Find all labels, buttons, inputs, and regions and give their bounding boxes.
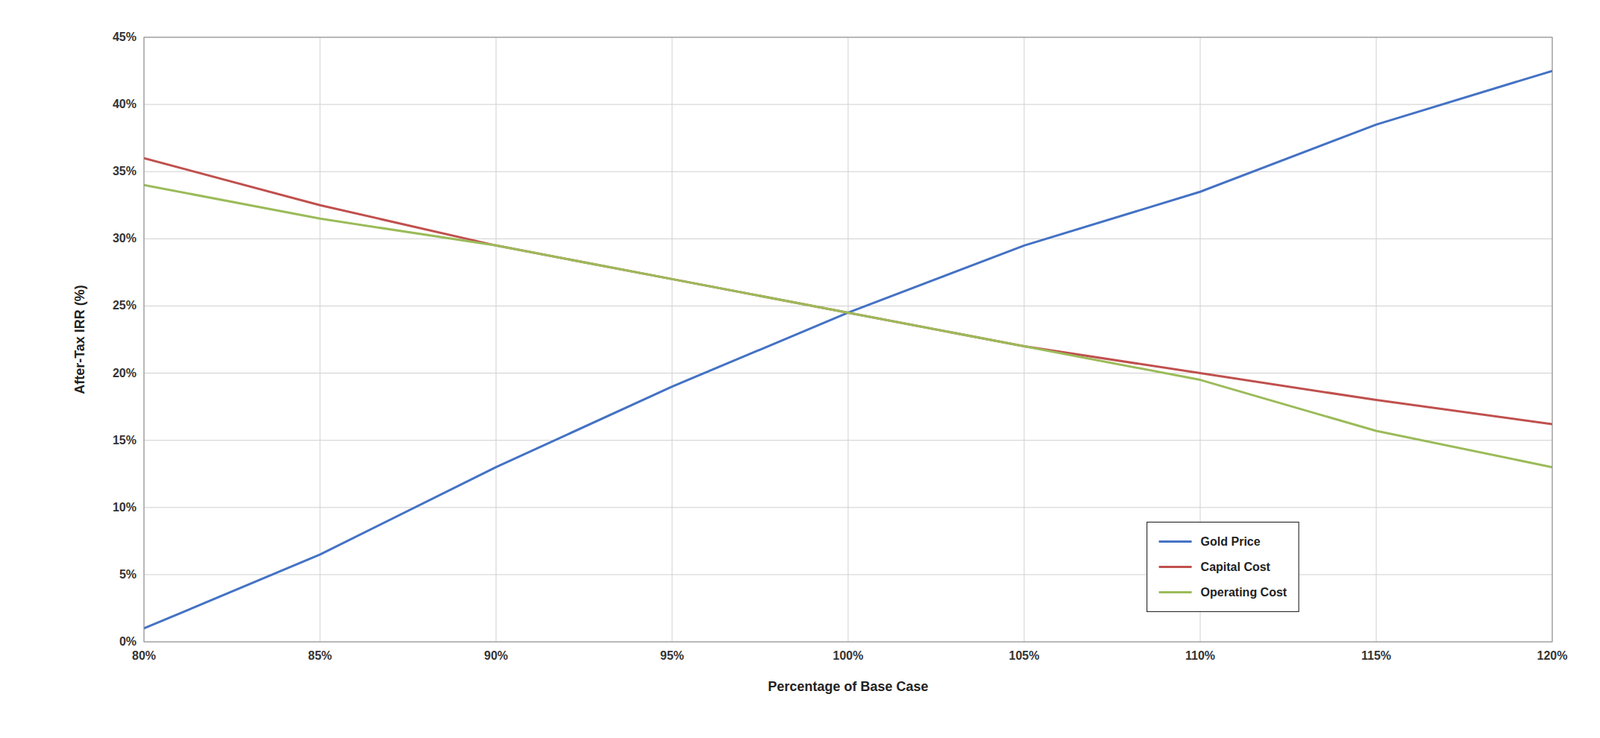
chart: 80% 85% 90% 95% 100% 105% 110% 115% 120% 0% 5% 10% 1…	[0, 0, 1600, 738]
grid	[143, 37, 1553, 643]
y-grid-line	[143, 104, 1553, 106]
y-tick-label: 0%	[119, 635, 137, 649]
series-line	[143, 70, 1553, 629]
x-grid-line	[320, 37, 321, 643]
y-tick-label: 40%	[112, 97, 137, 111]
x-tick-label: 90%	[484, 649, 508, 663]
y-grid-line	[143, 238, 1553, 240]
x-tick-label: 105%	[1009, 649, 1040, 663]
y-tick-label: 10%	[112, 501, 137, 514]
y-grid-line	[143, 440, 1553, 441]
x-grid-line	[1024, 37, 1025, 643]
y-grid-line	[143, 171, 1553, 173]
x-grid-line	[1376, 37, 1377, 643]
x-tick-label: 120%	[1537, 649, 1568, 663]
y-tick-label: 35%	[112, 164, 137, 178]
y-tick-label: 5%	[119, 568, 137, 582]
legend-label: Operating Cost	[1200, 586, 1288, 599]
plot-frame	[143, 37, 1553, 643]
x-tick-label: 110%	[1185, 649, 1216, 663]
y-tick-label: 30%	[112, 231, 137, 245]
y-tick-label: 45%	[112, 30, 137, 44]
x-tick-label: 115%	[1361, 649, 1392, 663]
x-tick-label: 80%	[132, 649, 156, 663]
x-grid-line	[848, 37, 849, 643]
y-tick-label: 20%	[112, 366, 137, 380]
legend-swatch	[1159, 540, 1192, 544]
legend-swatch	[1159, 566, 1192, 569]
x-grid-line	[496, 37, 497, 643]
x-axis-label: Percentage of Base Case	[767, 679, 928, 695]
legend-label: Capital Cost	[1200, 560, 1272, 574]
y-grid-line	[143, 305, 1553, 307]
lines	[143, 70, 1553, 629]
x-grid-line	[672, 37, 673, 643]
plot-area	[143, 37, 1553, 643]
y-tick-label: 15%	[112, 434, 137, 447]
background	[0, 0, 1600, 738]
x-tick-label: 95%	[660, 649, 685, 663]
x-tick-label: 85%	[308, 649, 332, 663]
x-tick-label: 100%	[833, 649, 864, 663]
legend-label: Gold Price	[1200, 535, 1261, 549]
series-line	[143, 184, 1553, 467]
y-grid-line	[143, 372, 1553, 374]
y-grid-line	[143, 574, 1553, 576]
legend-swatch	[1159, 591, 1192, 594]
tick-labels: 80% 85% 90% 95% 100% 105% 110% 115% 120% 0% 5% 10% 1…	[112, 30, 1568, 663]
series-line	[143, 158, 1553, 425]
legend: Gold Price Capital Cost Operating Cost	[1147, 522, 1300, 612]
y-axis-label: After-Tax IRR (%)	[72, 284, 88, 395]
y-tick-label: 25%	[112, 299, 137, 312]
legend-box	[1147, 522, 1300, 612]
y-grid-line	[143, 507, 1553, 508]
